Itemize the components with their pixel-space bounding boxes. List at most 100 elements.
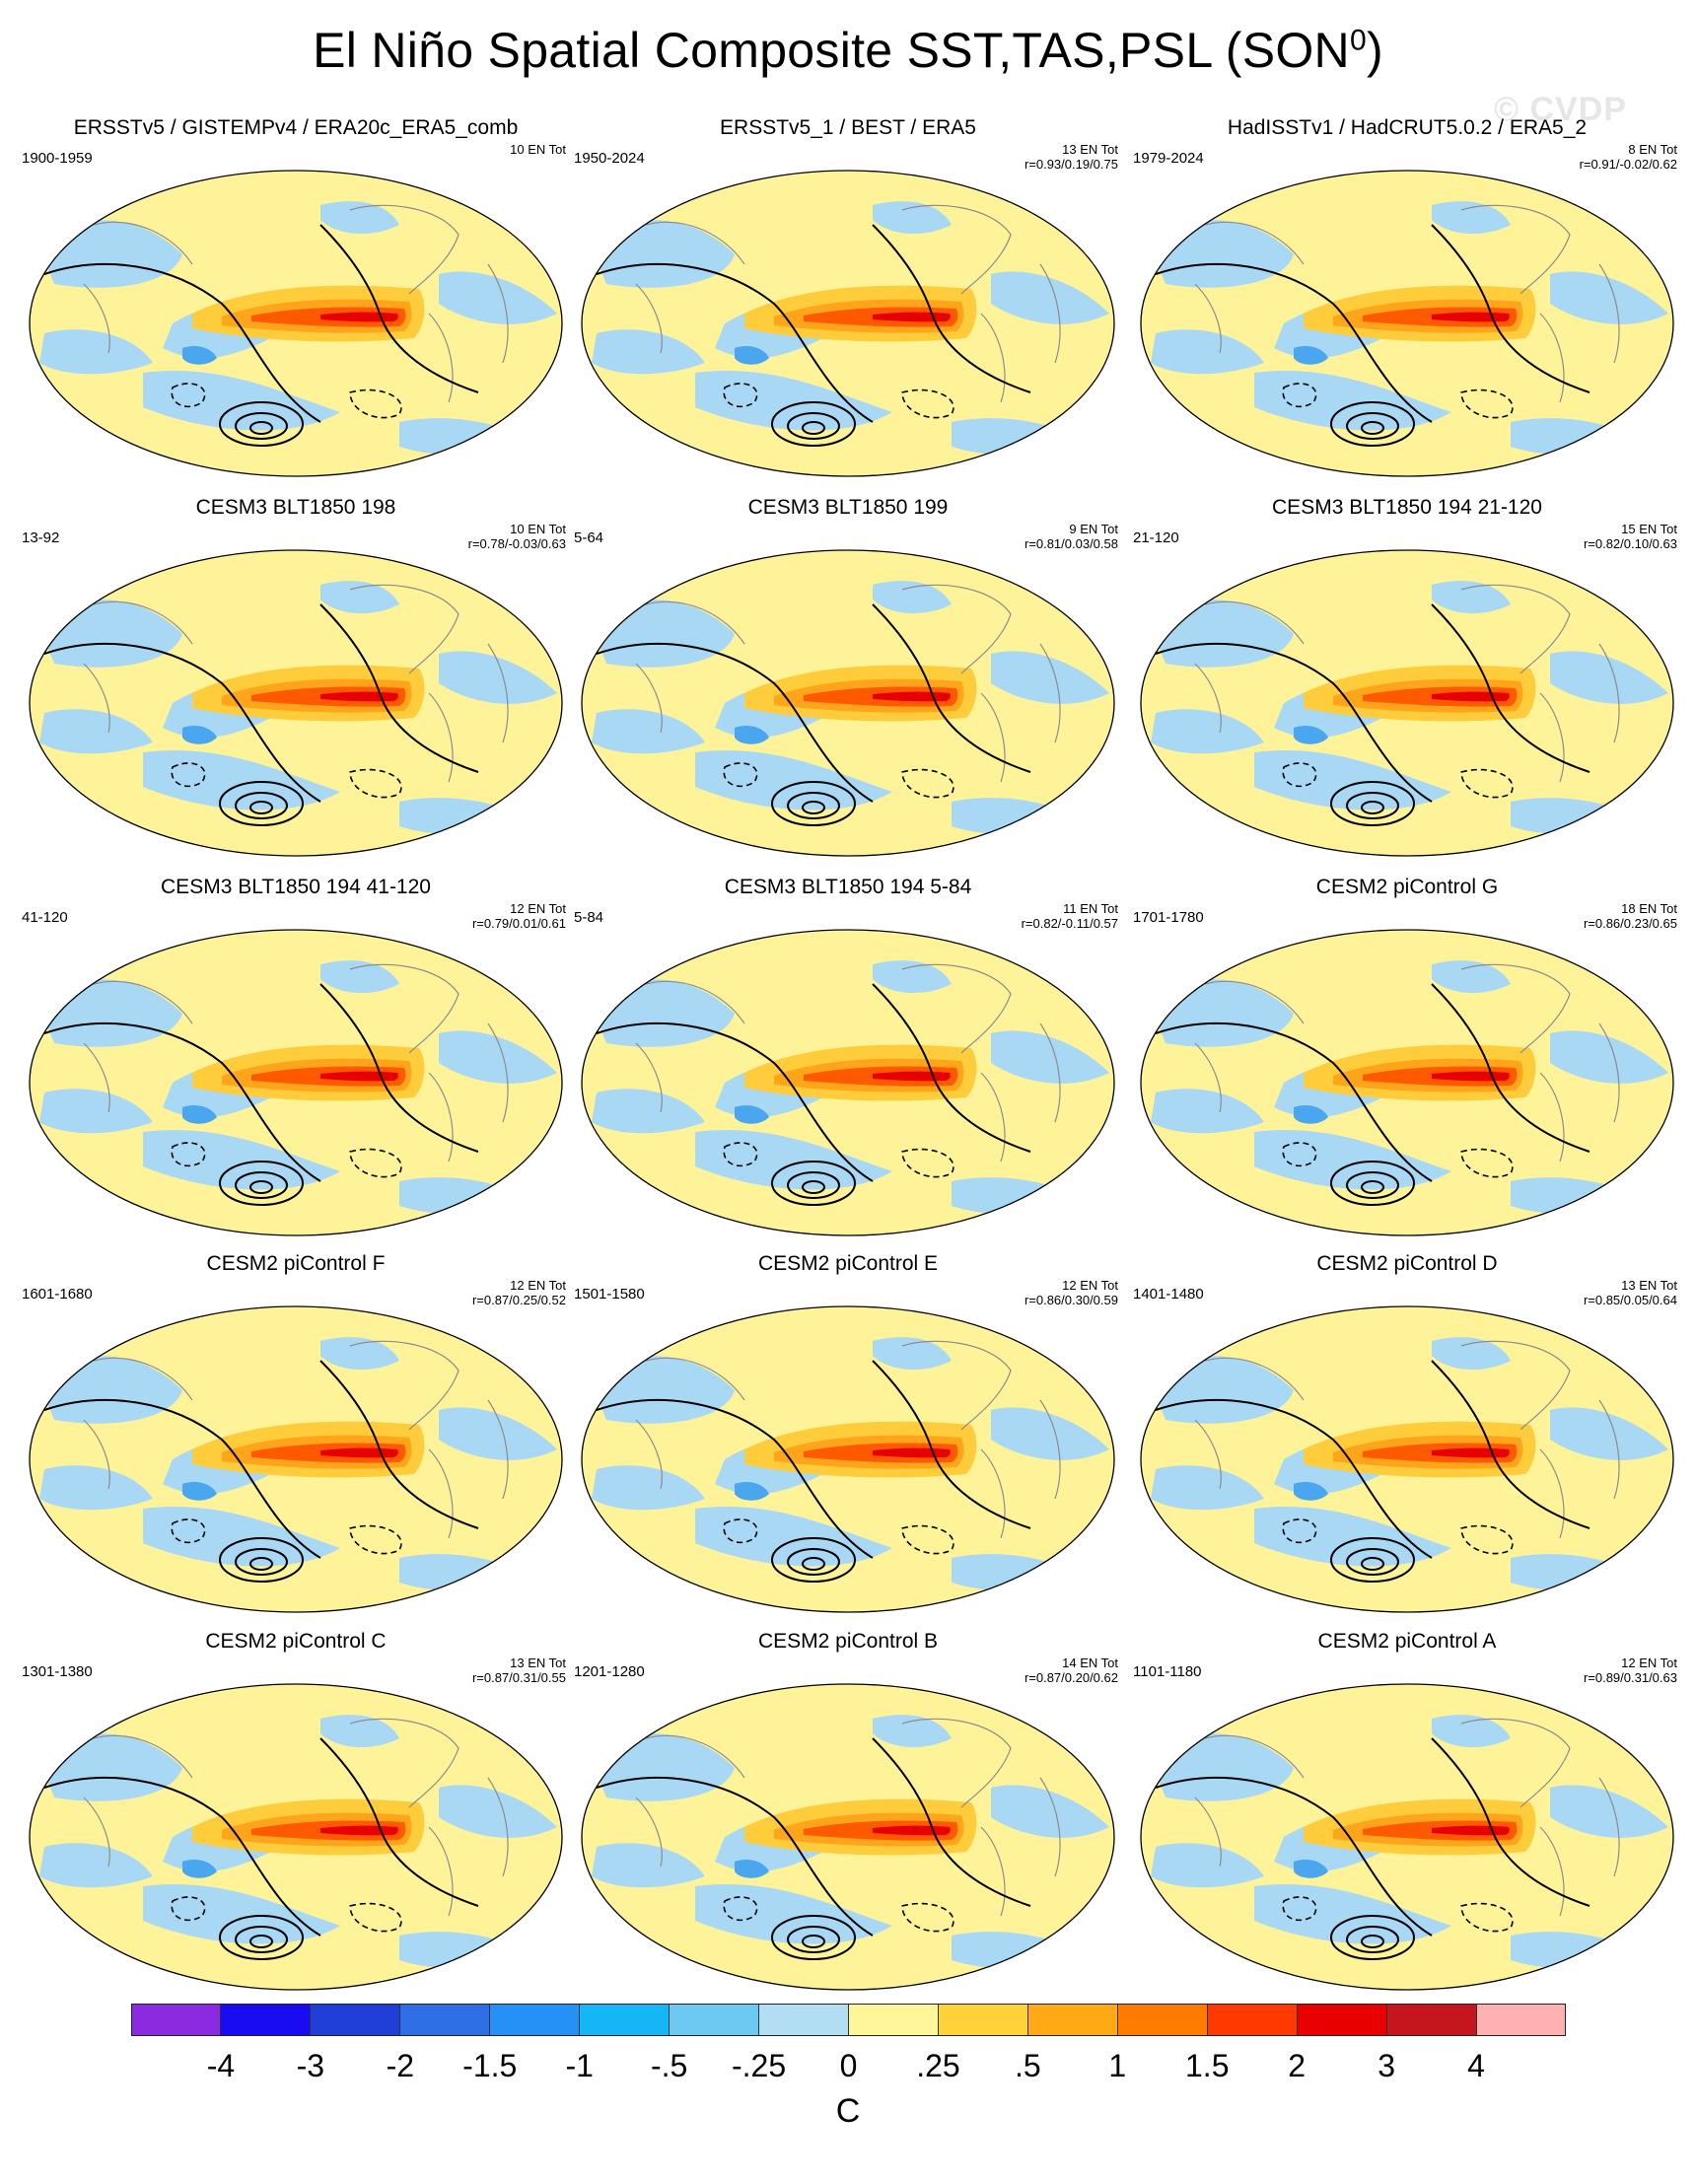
panel-title: CESM3 BLT1850 194 41-120 [161,876,431,898]
psl-contour [319,603,479,773]
cool-region [952,1932,1090,1969]
colorbar-tick-label: .5 [1015,2048,1041,2083]
cool-region [873,1715,952,1748]
robinson-map [581,549,1115,857]
cool-region [439,271,557,324]
coastline [1460,584,1571,783]
coastline [1039,263,1061,364]
psl-contour [1330,1915,1415,1960]
cool-region [695,1130,892,1190]
robinson-map [29,549,563,857]
panel-period: 1201-1280 [574,1663,645,1680]
cooler-region [182,1860,217,1878]
panel-title: CESM2 piControl G [1315,876,1499,898]
panel-title: CESM3 BLT1850 198 [195,496,396,519]
cool-region [952,798,1090,835]
panel-title: CESM3 BLT1850 194 21-120 [1272,496,1542,519]
cool-region [320,201,399,235]
cooler-region [182,346,217,365]
hottest-region [320,1825,398,1836]
coastline [83,1357,193,1490]
cool-region [873,581,952,614]
colorbar-tick-label: 2 [1288,2048,1307,2083]
coastline [1598,1777,1620,1877]
pattern-correlation: r=0.87/0.31/0.55 [471,1670,566,1685]
event-count: 13 EN Tot [510,1656,566,1670]
colorbar-tick-label: 0 [839,2048,858,2083]
psl-contour [1361,1557,1384,1571]
psl-contour [872,1737,1031,1907]
cool-region [592,1089,705,1134]
psl-contour [1361,421,1384,435]
psl-contour [771,1161,856,1206]
cool-region [439,1030,557,1084]
hottest-region [873,1825,951,1836]
psl-contour [43,1022,321,1182]
psl-contour-negative [901,768,954,799]
psl-contour [872,603,1031,773]
coastline [1194,1734,1305,1867]
map-panel: CESM3 BLT1850 199 5-64 9 EN Tot r=0.81/0.03… [572,496,1124,876]
psl-contour [596,1022,874,1182]
psl-contour [249,1557,273,1571]
cool-region [991,1407,1109,1460]
colorbar-swatch [221,2004,311,2036]
panel-count: 15 EN Tot r=0.82/0.10/0.63 [1584,522,1677,551]
pattern-correlation: r=0.82/0.10/0.63 [1583,536,1677,551]
cool-region [695,750,892,810]
coastline [901,204,1012,403]
cool-region [873,960,952,994]
coastline [1194,600,1305,734]
cool-region [320,960,399,994]
panel-period: 1601-1680 [22,1286,93,1303]
panel-title: CESM2 piControl F [206,1252,386,1275]
hottest-region [320,1071,398,1082]
map-panel: CESM2 piControl B 1201-1280 14 EN Tot r=0.8… [572,1630,1124,2009]
psl-contour-negative [349,1524,402,1555]
map-panel: CESM2 piControl D 1401-1480 13 EN Tot r=0.8… [1131,1252,1683,1632]
coastline [901,1340,1012,1539]
cool-region [873,1337,952,1371]
cooler-region [182,726,217,744]
cool-region [439,1407,557,1460]
cool-region [695,371,892,431]
colorbar-tick-label: .25 [916,2048,960,2083]
panel-title: CESM3 BLT1850 194 5-84 [724,876,972,898]
robinson-map [1140,170,1674,477]
psl-contour [219,1537,304,1583]
cool-region [952,1177,1090,1215]
map-panel: HadISSTv1 / HadCRUT5.0.2 / ERA5_2 1979-20… [1131,116,1683,496]
coastline [635,980,745,1113]
colorbar-swatch [1208,2004,1298,2036]
psl-contour [1346,412,1399,440]
coastline [1039,1777,1061,1877]
cool-region [1550,1785,1668,1838]
robinson-map [29,929,563,1236]
hottest-region [1432,691,1510,702]
cool-region [991,271,1109,324]
map-border [581,929,1115,1236]
map-border [1140,1683,1674,1991]
map-border [581,549,1115,857]
cool-region [1550,1407,1668,1460]
panel-period: 1900-1959 [22,150,93,167]
pattern-correlation: r=0.86/0.30/0.59 [1024,1293,1118,1307]
psl-contour [43,1777,321,1937]
event-count: 14 EN Tot [1062,1656,1118,1670]
cool-region [143,1884,340,1944]
coastline [901,963,1012,1162]
map-panel: CESM2 piControl G 1701-1780 18 EN Tot r=0.8… [1131,876,1683,1255]
psl-contour [249,1180,273,1194]
coastline [487,1022,509,1123]
cool-region [1432,1715,1511,1748]
colorbar-swatch [670,2004,759,2036]
event-count: 11 EN Tot [1063,901,1118,916]
psl-contour [787,792,840,819]
psl-contour [1431,1360,1590,1529]
map-panel: CESM3 BLT1850 194 5-84 5-84 11 EN Tot r=0.8… [572,876,1124,1255]
panel-count: 13 EN Tot r=0.87/0.31/0.55 [472,1656,566,1685]
colorbar-swatch [759,2004,849,2036]
psl-contour [1346,1171,1399,1199]
robinson-map [581,170,1115,477]
robinson-map [1140,549,1674,857]
